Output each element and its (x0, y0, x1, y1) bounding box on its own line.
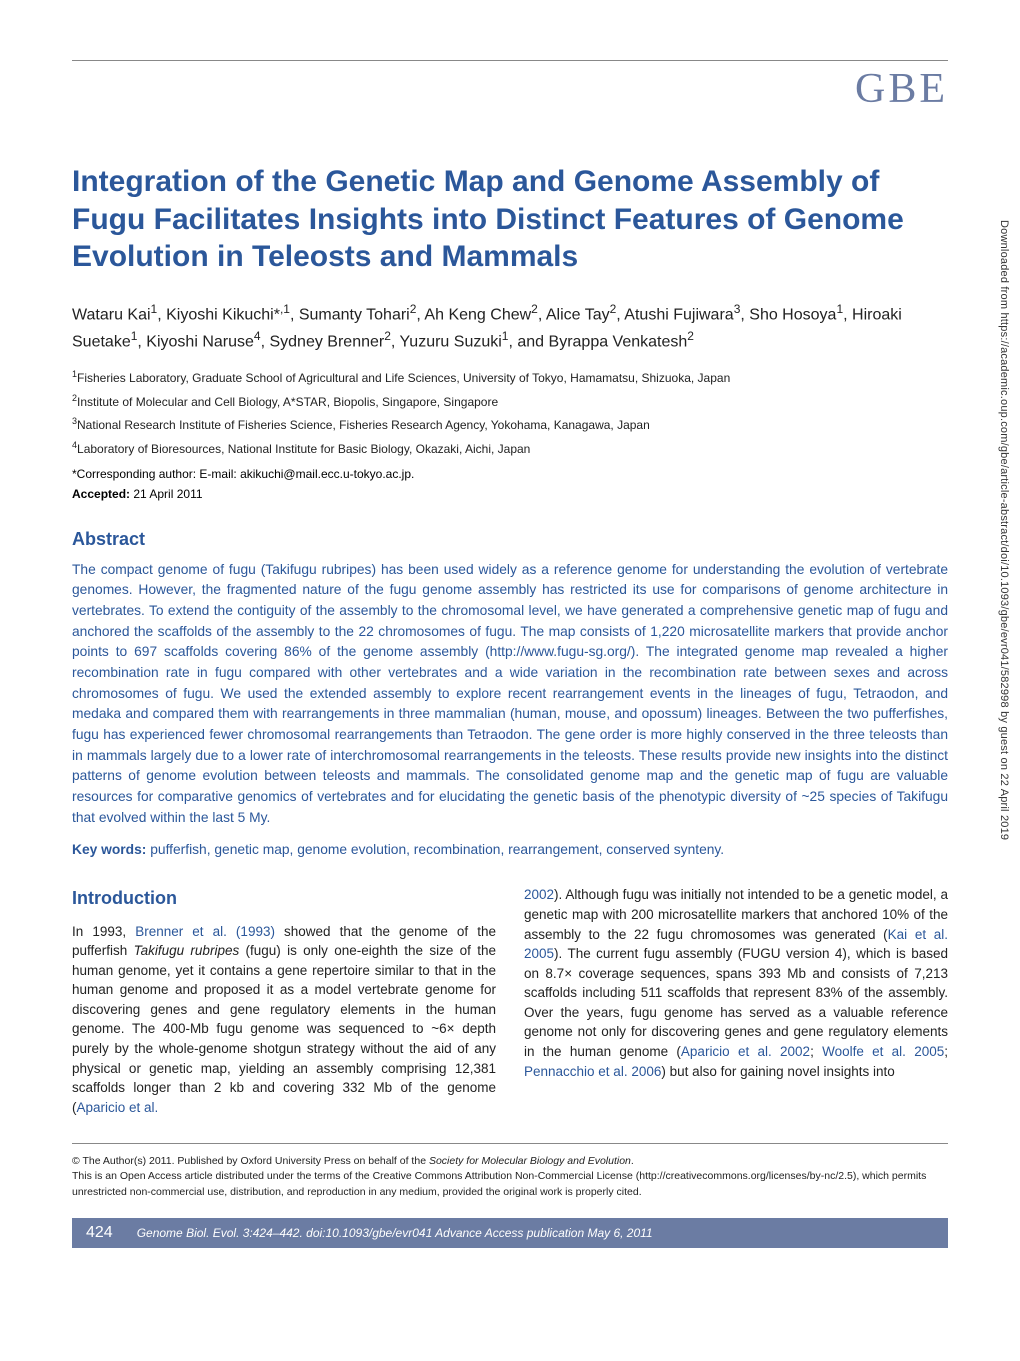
affiliation-4: 4Laboratory of Bioresources, National In… (72, 437, 948, 461)
accepted-label: Accepted: (72, 487, 130, 501)
license-line2: This is an Open Access article distribut… (72, 1169, 948, 1199)
download-sidebar-text: Downloaded from https://academic.oup.com… (998, 220, 1010, 840)
top-rule (72, 60, 948, 61)
affiliation-3: 3National Research Institute of Fisherie… (72, 413, 948, 437)
introduction-heading: Introduction (72, 885, 496, 911)
accepted-date: 21 April 2011 (133, 487, 202, 501)
affiliation-1: 1Fisheries Laboratory, Graduate School o… (72, 366, 948, 390)
accepted-line: Accepted: 21 April 2011 (72, 487, 948, 501)
footer-bar: 424 Genome Biol. Evol. 3:424–442. doi:10… (72, 1218, 948, 1248)
license-line1: © The Author(s) 2011. Published by Oxfor… (72, 1154, 948, 1169)
affiliations: 1Fisheries Laboratory, Graduate School o… (72, 366, 948, 460)
introduction-col2: 2002). Although fugu was initially not i… (524, 885, 948, 1081)
license-block: © The Author(s) 2011. Published by Oxfor… (72, 1143, 948, 1200)
abstract-heading: Abstract (72, 529, 948, 550)
footer-page-number: 424 (86, 1224, 113, 1242)
keywords-line: Key words: pufferfish, genetic map, geno… (72, 842, 948, 857)
introduction-col1: In 1993, Brenner et al. (1993) showed th… (72, 922, 496, 1118)
footer-citation: Genome Biol. Evol. 3:424–442. doi:10.109… (137, 1226, 653, 1240)
affiliation-2: 2Institute of Molecular and Cell Biology… (72, 390, 948, 414)
abstract-text: The compact genome of fugu (Takifugu rub… (72, 560, 948, 829)
column-left: Introduction In 1993, Brenner et al. (19… (72, 885, 496, 1117)
keywords-label: Key words: (72, 842, 146, 857)
journal-logo: GBE (72, 65, 948, 113)
keywords-text: pufferfish, genetic map, genome evolutio… (150, 842, 724, 857)
body-columns: Introduction In 1993, Brenner et al. (19… (72, 885, 948, 1117)
column-right: 2002). Although fugu was initially not i… (524, 885, 948, 1117)
corresponding-author: *Corresponding author: E-mail: akikuchi@… (72, 467, 948, 481)
author-list: Wataru Kai1, Kiyoshi Kikuchi*,1, Sumanty… (72, 300, 948, 355)
article-title: Integration of the Genetic Map and Genom… (72, 163, 948, 276)
